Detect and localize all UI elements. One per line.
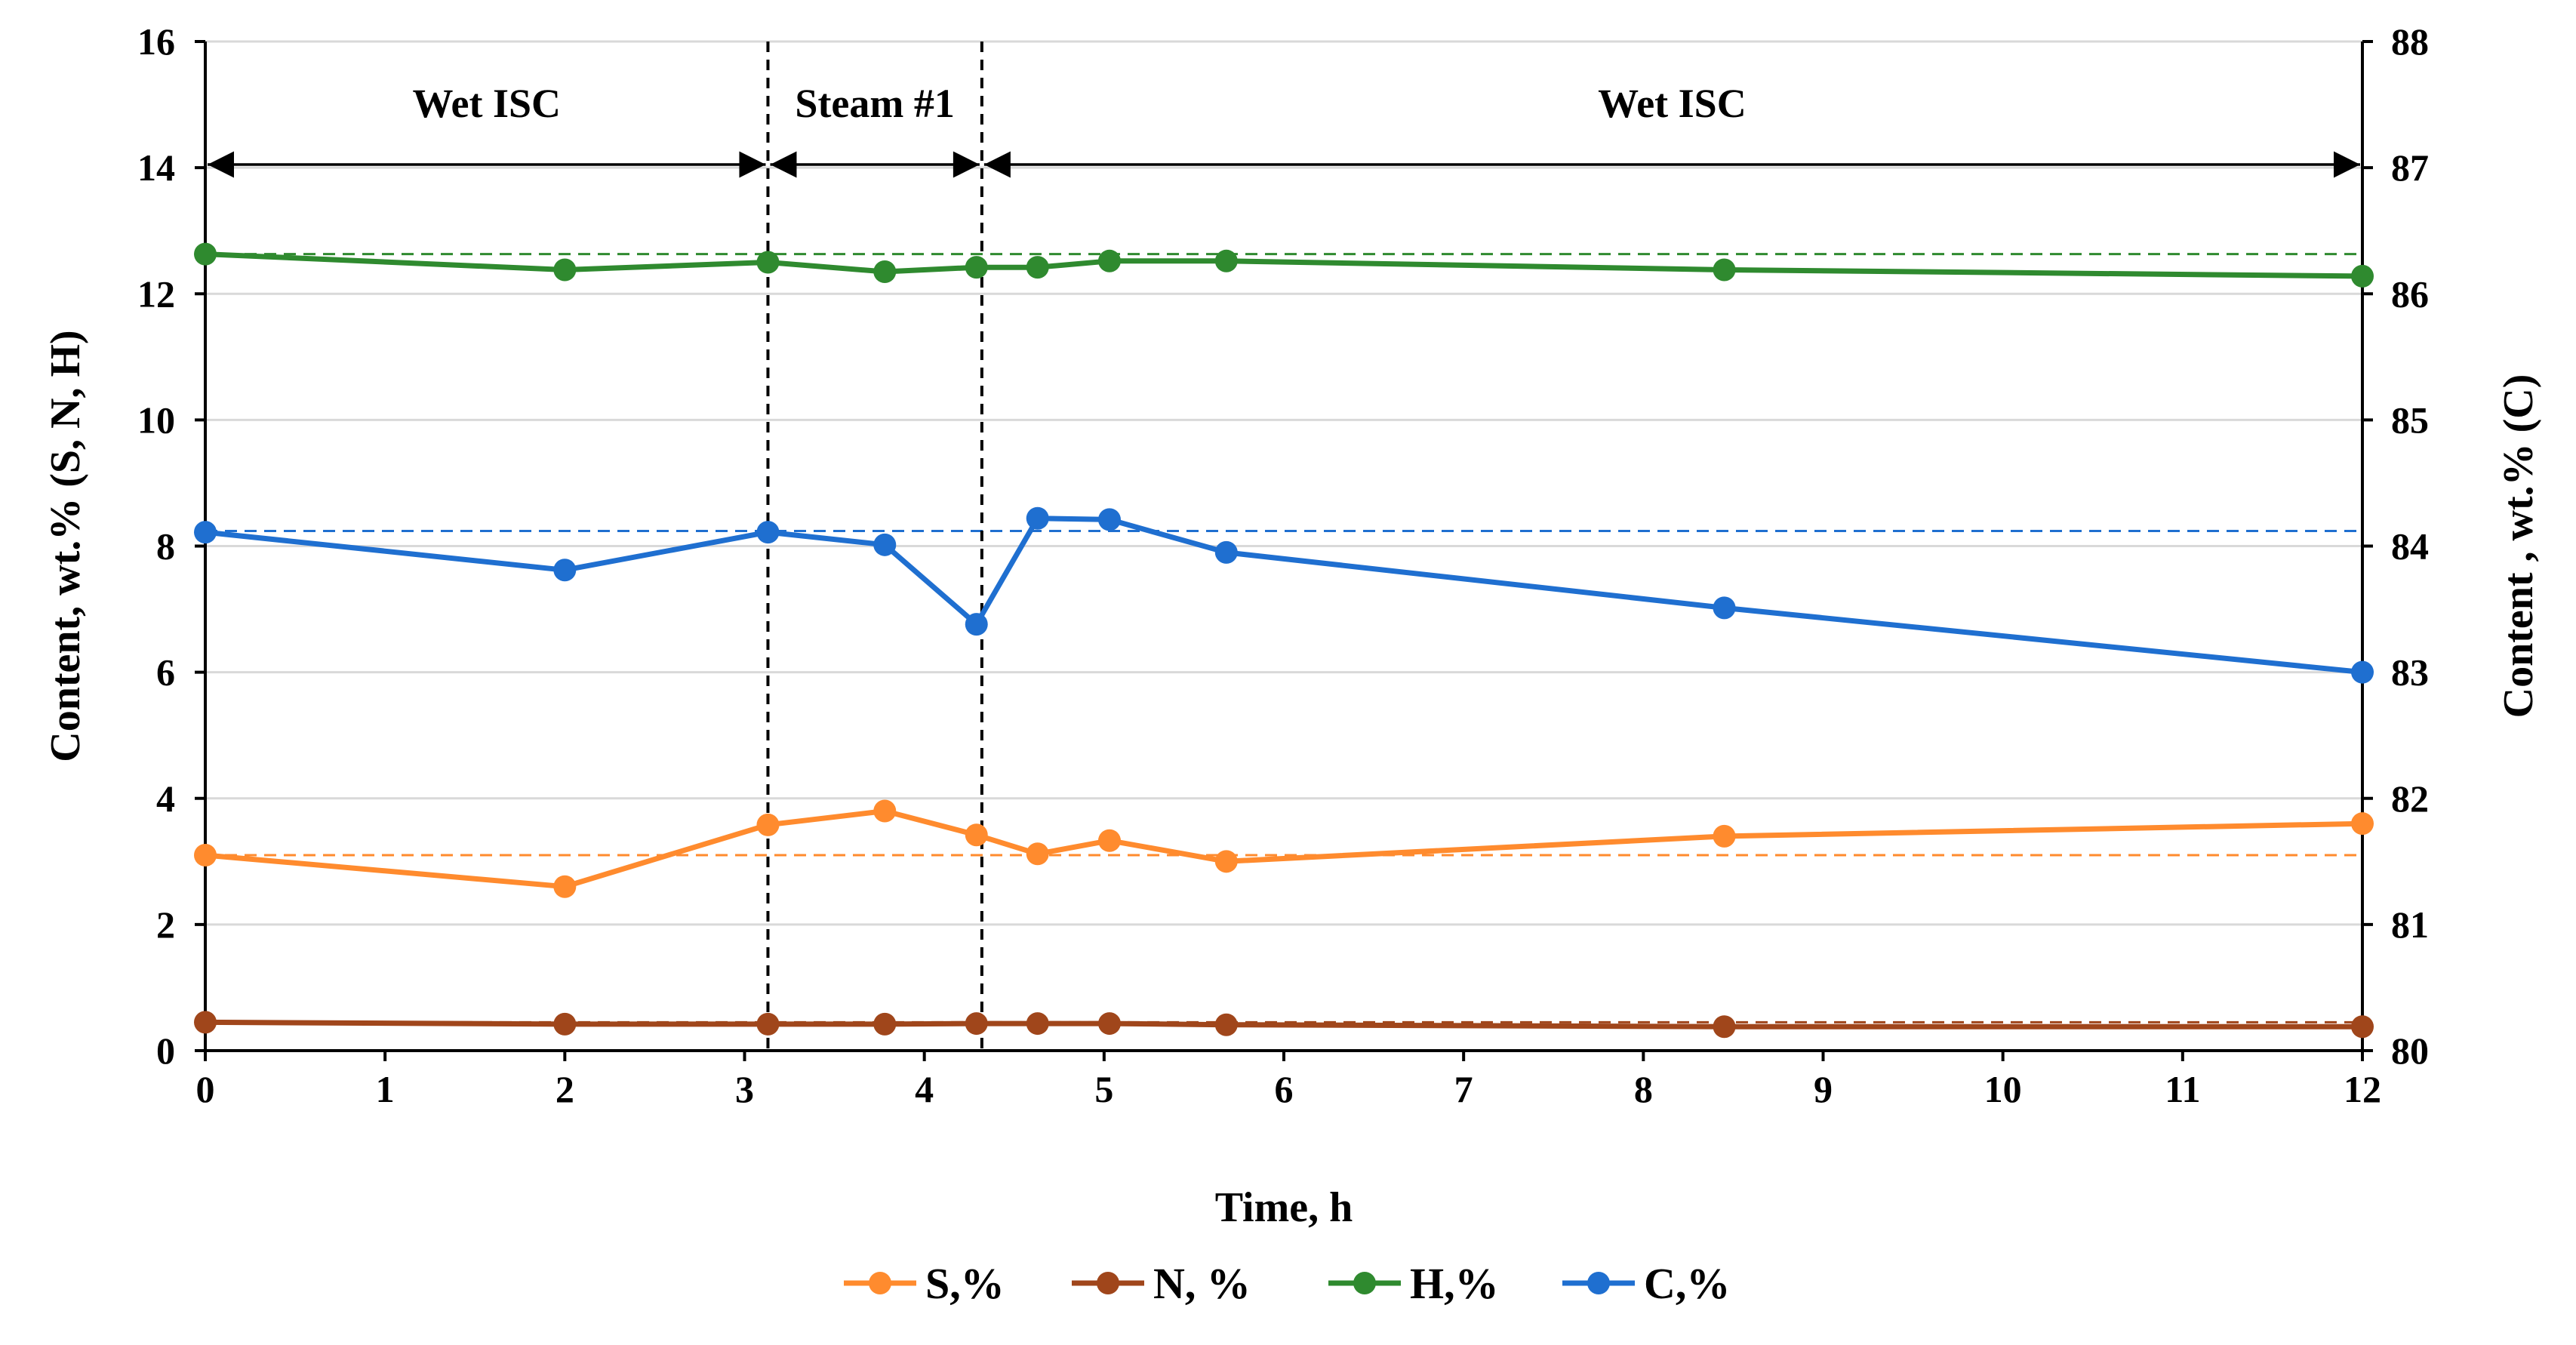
data-point-h xyxy=(873,260,897,284)
right-tick-label: 85 xyxy=(2391,399,2429,441)
left-tick-label: 2 xyxy=(156,903,175,946)
x-tick-label: 11 xyxy=(2165,1068,2200,1110)
series-line-c xyxy=(205,516,2363,676)
data-point-s xyxy=(1026,842,1049,866)
x-tick-label: 1 xyxy=(376,1068,395,1110)
data-point-n xyxy=(873,1012,897,1036)
right-tick-label: 82 xyxy=(2391,777,2429,820)
data-point-s xyxy=(1713,824,1736,848)
right-axis-title: Content , wt.% (C) xyxy=(2495,374,2542,719)
data-point-h xyxy=(1026,256,1049,279)
data-point-n xyxy=(2351,1015,2374,1039)
x-tick-label: 6 xyxy=(1275,1068,1294,1110)
x-tick-label: 12 xyxy=(2344,1068,2381,1110)
right-tick-label: 88 xyxy=(2391,20,2429,63)
data-point-n xyxy=(553,1012,577,1036)
series-group xyxy=(194,242,2374,1039)
left-tick-label: 12 xyxy=(137,272,175,315)
series-line-h xyxy=(205,251,2363,279)
x-tick-label: 2 xyxy=(556,1068,574,1110)
data-point-h xyxy=(965,256,988,279)
right-tick-label: 87 xyxy=(2391,146,2429,189)
series-line-s xyxy=(205,808,2363,890)
data-point-c xyxy=(194,521,217,544)
data-point-n xyxy=(965,1012,988,1036)
data-point-n xyxy=(1214,1013,1238,1036)
data-point-c xyxy=(1214,540,1238,564)
x-tick-label: 7 xyxy=(1454,1068,1473,1110)
data-point-h xyxy=(194,242,217,266)
gridlines xyxy=(205,40,2362,926)
data-point-s xyxy=(553,875,577,898)
left-tick-label: 6 xyxy=(156,651,175,694)
x-tick-label: 9 xyxy=(1814,1068,1833,1110)
data-point-c xyxy=(965,613,988,636)
x-tick-label: 10 xyxy=(1984,1068,2022,1110)
data-point-c xyxy=(873,533,897,556)
data-point-c xyxy=(1097,508,1121,531)
data-point-n xyxy=(1097,1012,1121,1036)
data-point-c xyxy=(756,521,780,544)
phase-label: Wet ISC xyxy=(412,81,561,126)
legend-label-n: N, % xyxy=(1153,1259,1251,1308)
left-tick-label: 0 xyxy=(156,1030,175,1072)
data-point-s xyxy=(873,799,897,823)
right-tick-label: 86 xyxy=(2391,272,2429,315)
data-point-c xyxy=(1026,506,1049,530)
data-point-s xyxy=(1214,850,1238,873)
data-point-n xyxy=(1026,1012,1049,1036)
data-point-c xyxy=(553,559,577,582)
data-point-h xyxy=(756,251,780,274)
legend-marker-n xyxy=(1097,1272,1119,1294)
x-tick-label: 4 xyxy=(915,1068,934,1110)
data-point-s xyxy=(1097,829,1121,852)
data-point-h xyxy=(2351,264,2374,288)
data-point-c xyxy=(2351,660,2374,684)
series-line-n xyxy=(205,1019,2362,1030)
left-tick-label: 8 xyxy=(156,525,175,568)
legend-label-h: H,% xyxy=(1410,1259,1499,1308)
data-point-n xyxy=(194,1011,217,1034)
axes xyxy=(195,40,2373,1061)
data-point-s xyxy=(965,823,988,847)
right-tick-label: 84 xyxy=(2391,525,2429,568)
left-tick-label: 10 xyxy=(137,399,175,441)
phase-label: Steam #1 xyxy=(795,81,954,126)
right-tick-label: 81 xyxy=(2391,903,2429,946)
data-point-h xyxy=(1097,249,1121,272)
data-point-s xyxy=(194,843,217,866)
legend-marker-s xyxy=(869,1272,891,1294)
left-tick-label: 4 xyxy=(156,777,175,820)
data-point-h xyxy=(1713,258,1736,282)
x-tick-label: 8 xyxy=(1634,1068,1653,1110)
x-tick-label: 5 xyxy=(1094,1068,1113,1110)
axis-titles: Time, h Content, wt.% (S, N, H) Content , … xyxy=(42,330,2542,1231)
x-tick-label: 3 xyxy=(735,1068,754,1110)
left-tick-label: 16 xyxy=(137,20,175,63)
legend-marker-c xyxy=(1587,1272,1610,1294)
data-point-n xyxy=(1713,1015,1736,1039)
phase-label: Wet ISC xyxy=(1598,81,1747,126)
right-tick-label: 83 xyxy=(2391,651,2429,694)
data-point-s xyxy=(756,813,780,836)
data-point-n xyxy=(756,1012,780,1036)
right-tick-label: 80 xyxy=(2391,1030,2429,1072)
legend: S,% N, % H,% C,% xyxy=(844,1259,1730,1308)
x-tick-label: 0 xyxy=(196,1068,215,1110)
legend-marker-h xyxy=(1353,1272,1376,1294)
legend-label-s: S,% xyxy=(925,1259,1005,1308)
phase-annotations: Wet ISC Steam #1 Wet ISC xyxy=(208,42,2360,1051)
data-point-h xyxy=(1214,249,1238,272)
x-axis-title: Time, h xyxy=(1215,1184,1353,1231)
left-axis-title: Content, wt.% (S, N, H) xyxy=(42,330,89,762)
data-point-c xyxy=(1713,596,1736,620)
data-point-s xyxy=(2351,812,2374,836)
data-point-h xyxy=(553,258,577,282)
legend-label-c: C,% xyxy=(1644,1259,1730,1308)
left-tick-label: 14 xyxy=(137,146,175,189)
